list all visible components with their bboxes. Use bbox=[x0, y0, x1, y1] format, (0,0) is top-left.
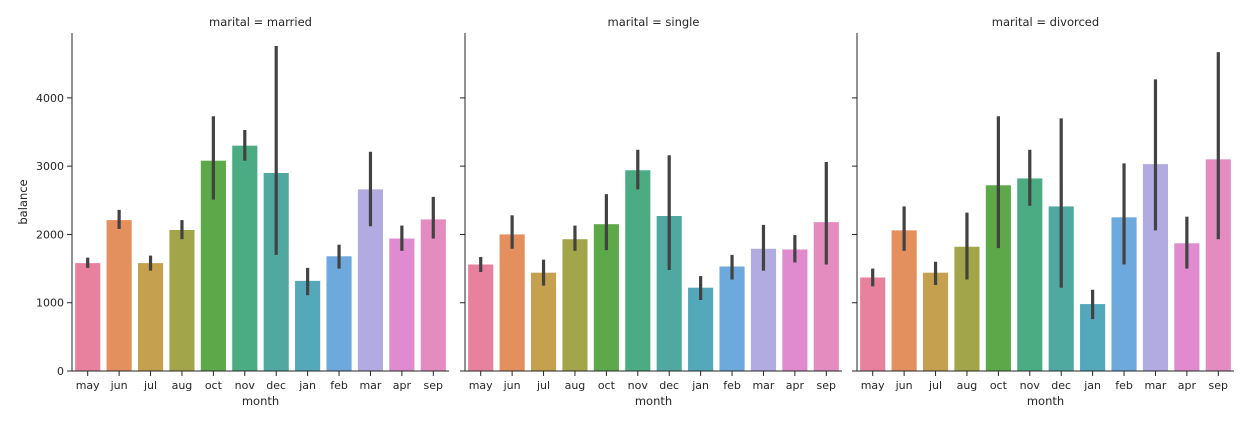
x-tick-label: nov bbox=[1020, 379, 1041, 392]
bar bbox=[688, 287, 714, 371]
bar bbox=[530, 272, 557, 371]
x-tick-label: apr bbox=[393, 379, 412, 392]
x-tick-label: sep bbox=[1209, 379, 1228, 392]
bar bbox=[468, 264, 494, 371]
y-axis-title: balance bbox=[16, 179, 30, 224]
bar bbox=[75, 263, 101, 371]
bar bbox=[389, 238, 415, 371]
x-tick-label: jan bbox=[1083, 379, 1101, 392]
x-tick-label: feb bbox=[723, 379, 741, 392]
x-tick-label: feb bbox=[330, 379, 348, 392]
bar bbox=[860, 277, 886, 371]
x-tick-label: jun bbox=[895, 379, 913, 392]
x-tick-label: jul bbox=[536, 379, 550, 392]
x-tick-label: jul bbox=[928, 379, 942, 392]
bar bbox=[891, 230, 917, 371]
bar bbox=[295, 280, 321, 371]
x-tick-label: dec bbox=[1051, 379, 1071, 392]
x-axis-title: month bbox=[635, 394, 672, 408]
y-tick-label: 4000 bbox=[36, 92, 64, 105]
x-tick-label: aug bbox=[957, 379, 978, 392]
x-axis-title: month bbox=[1027, 394, 1064, 408]
x-tick-label: mar bbox=[1144, 379, 1166, 392]
x-tick-label: mar bbox=[752, 379, 774, 392]
x-tick-label: jul bbox=[143, 379, 157, 392]
bar bbox=[232, 145, 258, 371]
x-tick-label: oct bbox=[990, 379, 1008, 392]
panel-title: marital = single bbox=[608, 15, 700, 29]
panel-title: marital = divorced bbox=[992, 15, 1099, 29]
x-tick-label: jan bbox=[691, 379, 709, 392]
x-tick-label: may bbox=[861, 379, 885, 392]
x-tick-label: dec bbox=[659, 379, 679, 392]
x-axis-title: month bbox=[242, 394, 279, 408]
x-tick-label: nov bbox=[628, 379, 649, 392]
y-tick-label: 1000 bbox=[36, 297, 64, 310]
x-tick-label: mar bbox=[359, 379, 381, 392]
bar bbox=[782, 249, 808, 371]
bar bbox=[326, 256, 352, 371]
panel-title: marital = married bbox=[209, 15, 312, 29]
bar bbox=[106, 220, 132, 371]
x-tick-label: aug bbox=[172, 379, 193, 392]
y-tick-label: 0 bbox=[57, 365, 64, 378]
y-tick-label: 2000 bbox=[36, 228, 64, 241]
x-tick-label: sep bbox=[424, 379, 443, 392]
bar bbox=[420, 219, 446, 371]
x-tick-label: apr bbox=[786, 379, 805, 392]
bar bbox=[922, 272, 949, 371]
x-tick-label: dec bbox=[266, 379, 286, 392]
bar bbox=[625, 170, 651, 371]
x-tick-label: jun bbox=[110, 379, 128, 392]
x-tick-label: oct bbox=[205, 379, 223, 392]
x-tick-label: jun bbox=[503, 379, 521, 392]
x-tick-label: feb bbox=[1115, 379, 1133, 392]
x-tick-label: may bbox=[469, 379, 493, 392]
x-tick-label: may bbox=[76, 379, 100, 392]
x-tick-label: nov bbox=[235, 379, 256, 392]
bar bbox=[499, 234, 525, 371]
bar bbox=[719, 266, 745, 371]
x-tick-label: aug bbox=[565, 379, 586, 392]
bar bbox=[562, 239, 588, 371]
x-tick-label: jan bbox=[298, 379, 316, 392]
x-tick-label: apr bbox=[1178, 379, 1197, 392]
bar bbox=[169, 229, 195, 371]
y-tick-label: 3000 bbox=[36, 160, 64, 173]
bar bbox=[137, 263, 164, 371]
bar bbox=[1017, 178, 1043, 371]
x-tick-label: sep bbox=[817, 379, 836, 392]
x-tick-label: oct bbox=[598, 379, 616, 392]
